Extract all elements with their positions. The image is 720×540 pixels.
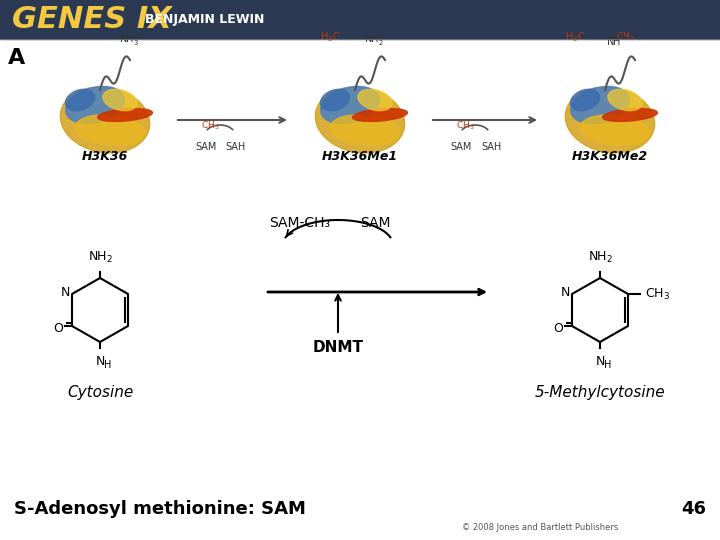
Text: CH$_3$: CH$_3$ <box>616 30 634 43</box>
Text: NH$_2$: NH$_2$ <box>588 250 613 265</box>
Text: N: N <box>60 286 70 299</box>
Ellipse shape <box>103 89 137 111</box>
Text: SAH: SAH <box>481 142 501 152</box>
Ellipse shape <box>60 87 150 153</box>
Text: SAM: SAM <box>450 142 472 152</box>
Text: H$_3$C: H$_3$C <box>564 30 585 44</box>
Text: CH$_3$: CH$_3$ <box>201 119 220 132</box>
Ellipse shape <box>66 89 94 111</box>
Text: H$_3$C: H$_3$C <box>320 30 340 44</box>
Bar <box>0 0 720 39</box>
Text: NH$^+$: NH$^+$ <box>606 35 629 48</box>
Ellipse shape <box>330 114 400 145</box>
Text: O: O <box>553 321 563 334</box>
Text: SAH: SAH <box>226 142 246 152</box>
Text: 46: 46 <box>681 500 706 518</box>
Text: N: N <box>560 286 570 299</box>
Ellipse shape <box>320 86 379 124</box>
Text: H3K36: H3K36 <box>82 150 128 163</box>
Ellipse shape <box>315 87 405 153</box>
Ellipse shape <box>603 109 657 122</box>
Text: N: N <box>95 355 104 368</box>
Text: Cytosine: Cytosine <box>67 385 133 400</box>
Text: SAM: SAM <box>360 216 390 230</box>
Ellipse shape <box>353 109 408 122</box>
Text: NH$_2$: NH$_2$ <box>88 250 112 265</box>
Text: DNMT: DNMT <box>312 340 364 355</box>
Text: S-Adenosyl methionine: SAM: S-Adenosyl methionine: SAM <box>14 500 306 518</box>
Text: SAM-CH₃: SAM-CH₃ <box>269 216 330 230</box>
Text: CH$_3$: CH$_3$ <box>645 286 670 301</box>
Ellipse shape <box>98 109 153 122</box>
Text: N: N <box>595 355 605 368</box>
Ellipse shape <box>358 89 392 111</box>
Text: A: A <box>8 48 25 68</box>
Ellipse shape <box>570 89 600 111</box>
Ellipse shape <box>66 86 125 124</box>
Text: NH$_3^+$: NH$_3^+$ <box>119 32 141 48</box>
Text: H3K36Me1: H3K36Me1 <box>322 150 398 163</box>
Text: NH$_2^+$: NH$_2^+$ <box>364 32 386 48</box>
Text: O: O <box>53 321 63 334</box>
Text: BENJAMIN LEWIN: BENJAMIN LEWIN <box>145 13 264 26</box>
Text: H: H <box>104 360 112 370</box>
Ellipse shape <box>571 86 629 124</box>
Text: GENES IX: GENES IX <box>12 5 172 34</box>
Text: H: H <box>604 360 612 370</box>
Text: 5-Methylcytosine: 5-Methylcytosine <box>535 385 665 400</box>
Text: CH$_3$: CH$_3$ <box>456 119 474 132</box>
Ellipse shape <box>608 89 642 111</box>
Ellipse shape <box>565 87 654 153</box>
Text: © 2008 Jones and Bartlett Publishers: © 2008 Jones and Bartlett Publishers <box>462 523 618 532</box>
Ellipse shape <box>75 114 145 145</box>
Text: H3K36Me2: H3K36Me2 <box>572 150 648 163</box>
Ellipse shape <box>320 89 349 111</box>
Ellipse shape <box>580 114 650 145</box>
Text: SAM: SAM <box>195 142 217 152</box>
